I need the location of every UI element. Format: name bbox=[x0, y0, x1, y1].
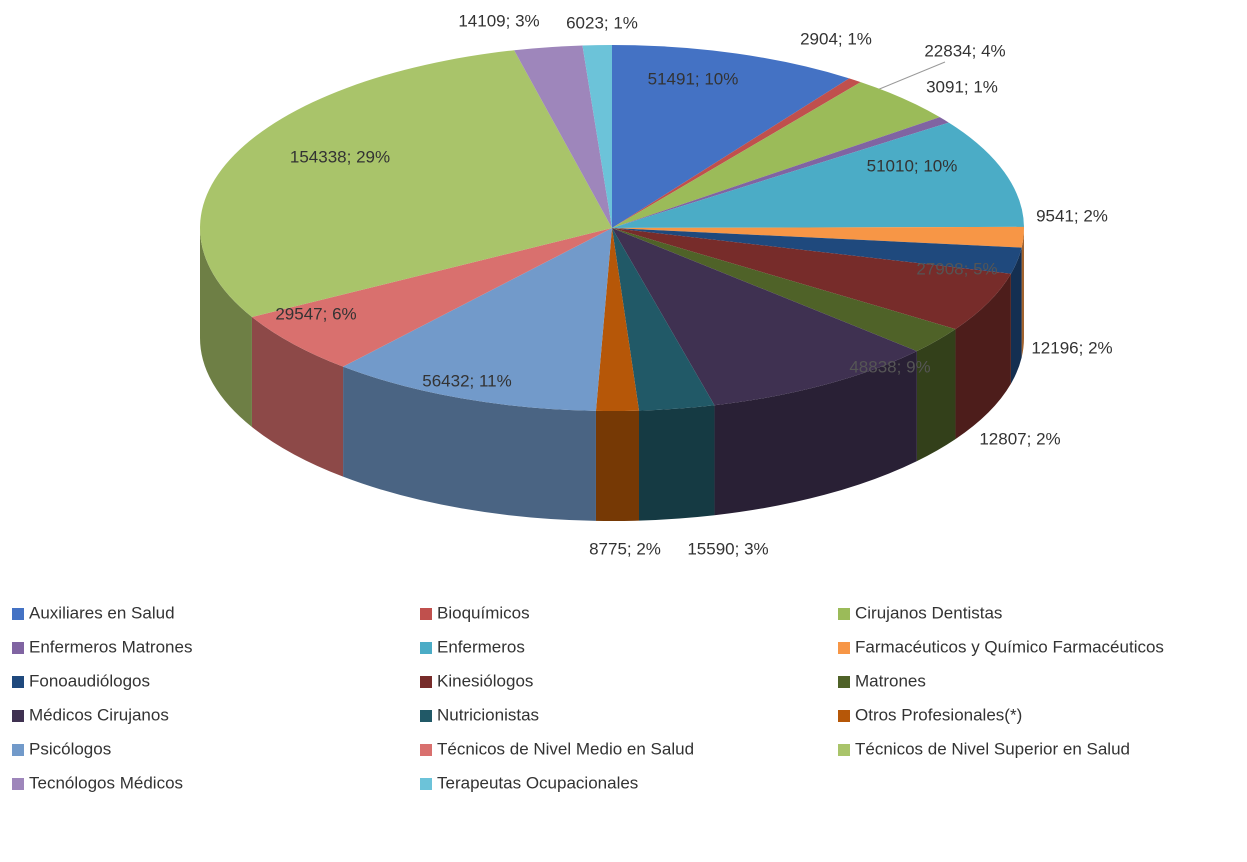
pie-side bbox=[595, 410, 640, 521]
pie-slice bbox=[612, 82, 940, 228]
legend-swatch bbox=[838, 642, 850, 654]
legend-swatch bbox=[838, 608, 850, 620]
legend-swatch bbox=[420, 642, 432, 654]
legend-label: Bioquímicos bbox=[437, 603, 530, 622]
data-label: 51010; 10% bbox=[867, 156, 958, 175]
pie-slice bbox=[582, 45, 612, 228]
pie-slice bbox=[595, 228, 640, 411]
legend-swatch bbox=[420, 608, 432, 620]
data-label: 22834; 4% bbox=[924, 41, 1005, 60]
legend-swatch bbox=[12, 642, 24, 654]
data-label: 15590; 3% bbox=[687, 539, 768, 558]
legend-label: Matrones bbox=[855, 671, 926, 690]
legend-label: Terapeutas Ocupacionales bbox=[437, 773, 638, 792]
pie-side bbox=[200, 228, 252, 427]
data-label: 14109; 3% bbox=[458, 11, 539, 30]
legend-label: Técnicos de Nivel Superior en Salud bbox=[855, 739, 1130, 758]
pie-side bbox=[639, 405, 715, 521]
pie-side bbox=[343, 366, 596, 521]
legend-label: Nutricionistas bbox=[437, 705, 539, 724]
pie-slice bbox=[612, 226, 1024, 248]
data-label: 29547; 6% bbox=[275, 304, 356, 323]
pie-slice bbox=[343, 228, 612, 411]
legend-swatch bbox=[420, 778, 432, 790]
pie-slice bbox=[612, 228, 715, 411]
data-label: 27908; 5% bbox=[916, 259, 997, 278]
legend-swatch bbox=[420, 744, 432, 756]
legend-swatch bbox=[420, 710, 432, 722]
pie-slice bbox=[612, 228, 1022, 274]
pie-side bbox=[916, 329, 956, 462]
pie-slice bbox=[612, 78, 861, 229]
legend-swatch bbox=[12, 676, 24, 688]
data-label: 3091; 1% bbox=[926, 77, 998, 96]
legend-swatch bbox=[12, 608, 24, 620]
pie-side bbox=[714, 351, 917, 516]
legend-label: Psicólogos bbox=[29, 739, 111, 758]
data-label: 56432; 11% bbox=[422, 371, 511, 390]
leader-line bbox=[876, 61, 946, 91]
legend-swatch bbox=[420, 676, 432, 688]
legend-swatch bbox=[838, 710, 850, 722]
pie-slice bbox=[612, 117, 949, 228]
data-label: 6023; 1% bbox=[566, 13, 638, 32]
data-label: 48838; 9% bbox=[849, 357, 930, 376]
pie-slice bbox=[612, 228, 1011, 330]
pie-slice bbox=[199, 50, 612, 317]
pie-slice bbox=[612, 228, 956, 352]
data-label: 51491; 10% bbox=[648, 69, 739, 88]
pie-sides bbox=[200, 228, 1024, 521]
legend-label: Auxiliares en Salud bbox=[29, 603, 175, 622]
legend-swatch bbox=[12, 710, 24, 722]
data-label: 9541; 2% bbox=[1036, 206, 1108, 225]
legend-label: Fonoaudiólogos bbox=[29, 671, 150, 690]
legend-swatch bbox=[838, 676, 850, 688]
legend-swatch bbox=[838, 744, 850, 756]
pie-tops bbox=[199, 45, 1024, 411]
pie-slice bbox=[251, 228, 613, 367]
data-label: 12807; 2% bbox=[979, 429, 1060, 448]
pie-slice bbox=[612, 45, 850, 228]
legend-label: Tecnólogos Médicos bbox=[29, 773, 183, 792]
legend-label: Farmacéuticos y Químico Farmacéuticos bbox=[855, 637, 1164, 656]
pie-slice bbox=[514, 45, 612, 228]
legend-swatch bbox=[12, 744, 24, 756]
data-label: 12196; 2% bbox=[1031, 338, 1112, 357]
legend-label: Cirujanos Dentistas bbox=[855, 603, 1002, 622]
pie-slice bbox=[612, 228, 917, 406]
legend-label: Médicos Cirujanos bbox=[29, 705, 169, 724]
data-label: 154338; 29% bbox=[290, 147, 390, 166]
pie-slice bbox=[612, 122, 1024, 228]
data-label: 2904; 1% bbox=[800, 29, 872, 48]
legend-label: Enfermeros bbox=[437, 637, 525, 656]
legend-label: Kinesiólogos bbox=[437, 671, 533, 690]
legend-label: Enfermeros Matrones bbox=[29, 637, 192, 656]
pie-side bbox=[1010, 247, 1022, 384]
legend-label: Otros Profesionales(*) bbox=[855, 705, 1022, 724]
data-label: 8775; 2% bbox=[589, 539, 661, 558]
pie-side bbox=[1021, 228, 1024, 358]
legend-label: Técnicos de Nivel Medio en Salud bbox=[437, 739, 694, 758]
legend-swatch bbox=[12, 778, 24, 790]
pie-side bbox=[251, 316, 344, 477]
pie-side bbox=[955, 273, 1011, 440]
